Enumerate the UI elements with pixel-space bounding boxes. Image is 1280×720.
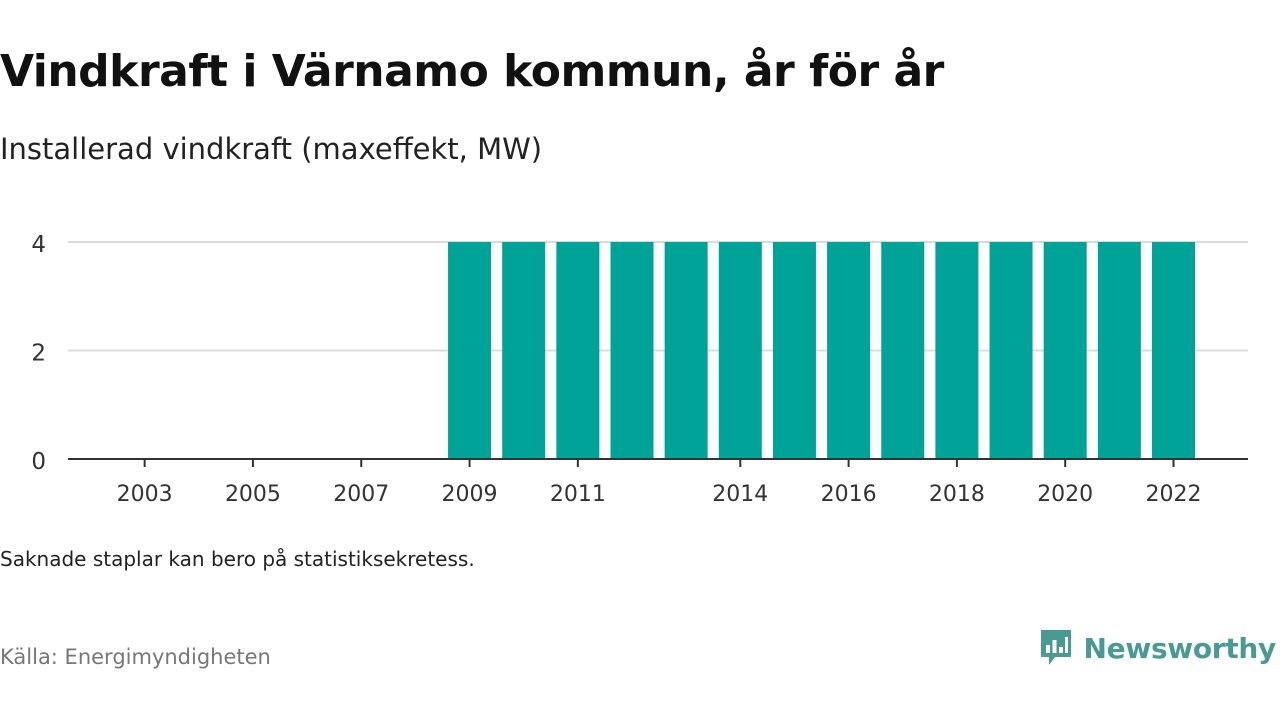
x-tick-label: 2003	[117, 482, 173, 507]
y-tick-label: 0	[31, 449, 46, 475]
bar	[989, 242, 1033, 459]
chart-subtitle: Installerad vindkraft (maxeffekt, MW)	[0, 132, 543, 166]
bar	[556, 242, 600, 459]
x-tick-label: 2016	[821, 482, 877, 507]
bar	[448, 242, 492, 459]
x-axis-tick-labels: 2003 2005 2007 2009 2011 2014 2016 2018 2020 2022	[117, 482, 1202, 507]
bar	[1097, 242, 1141, 459]
x-tick-label: 2018	[929, 482, 985, 507]
bar	[935, 242, 979, 459]
x-tick-label: 2014	[712, 482, 768, 507]
x-tick-label: 2009	[442, 482, 498, 507]
footnote: Saknade staplar kan bero på statistiksek…	[0, 547, 475, 571]
bar	[1043, 242, 1087, 459]
x-tick-label: 2005	[225, 482, 281, 507]
bar	[881, 242, 925, 459]
bar	[610, 242, 654, 459]
bars	[448, 242, 1195, 459]
bar	[718, 242, 762, 459]
y-axis-tick-labels: 0 2 4	[31, 232, 46, 475]
x-tick-label: 2020	[1037, 482, 1093, 507]
brand-logo: Newsworthy	[1038, 627, 1276, 669]
bar	[827, 242, 871, 459]
bar-chart: 0 2 4 2003 2005 2007 2009 2011 2014 2016 2018 2020…	[31, 232, 1248, 507]
brand-name: Newsworthy	[1083, 631, 1277, 665]
x-axis	[68, 458, 1248, 467]
bar	[664, 242, 708, 459]
y-tick-label: 2	[31, 341, 46, 367]
source-credit: Källa: Energimyndigheten	[0, 645, 271, 669]
newsworthy-logo-icon	[1040, 630, 1071, 665]
bar	[502, 242, 546, 459]
x-tick-label: 2011	[550, 482, 606, 507]
y-tick-label: 4	[31, 232, 46, 258]
x-tick-label: 2022	[1146, 482, 1202, 507]
x-tick-label: 2007	[333, 482, 389, 507]
bar	[1152, 242, 1195, 459]
bar	[772, 242, 816, 459]
chart-title: Vindkraft i Värnamo kommun, år för år	[0, 46, 944, 97]
